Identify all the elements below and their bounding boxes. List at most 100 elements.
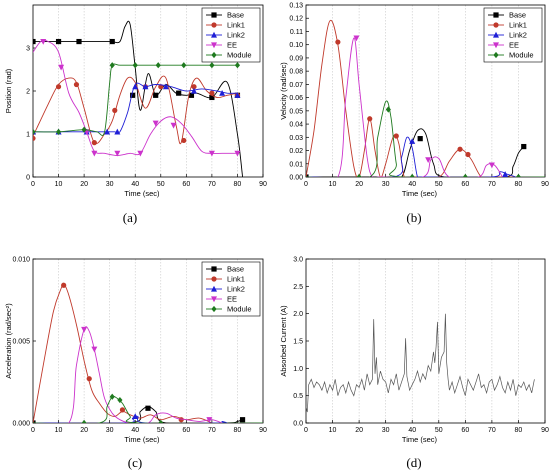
x-tick-label: 0 <box>31 427 35 434</box>
point-module <box>109 62 115 69</box>
chart-panel-d: 0 10 20 30 40 50 60 70 80 90 0.0 0.5 1.0 1.5 2.0 2.5 3.0… <box>279 257 549 471</box>
point-link1 <box>33 135 36 141</box>
plot-area <box>33 282 263 423</box>
x-tick-label: 90 <box>541 427 549 434</box>
series-line-base <box>306 128 525 177</box>
series-line-link2 <box>306 136 516 177</box>
x-tick-label: 80 <box>515 181 523 188</box>
point-module <box>515 173 522 177</box>
point-module <box>181 62 187 69</box>
legend-marker-module <box>211 305 217 313</box>
point-module <box>109 393 115 400</box>
x-tick-label: 20 <box>80 427 88 434</box>
y-tick-label: 0.03 <box>289 135 303 142</box>
x-tick-label: 10 <box>55 427 63 434</box>
legend-marker-link1 <box>211 276 217 282</box>
x-axis-label: Time (sec) <box>402 435 438 444</box>
series-line-ee <box>306 37 503 177</box>
point-ee <box>425 157 432 163</box>
point-ee <box>40 38 47 45</box>
y-tick-label: 0.13 <box>289 3 303 10</box>
point-ee <box>137 150 144 157</box>
point-base <box>153 92 159 98</box>
y-tick-label: 3.0 <box>293 257 303 264</box>
point-module <box>462 173 468 177</box>
panel-caption: (d) <box>406 455 421 470</box>
point-link2 <box>191 87 197 94</box>
legend-label-base: Base <box>227 11 244 20</box>
y-tick-label: 0.00 <box>289 175 303 182</box>
point-base <box>55 38 62 45</box>
y-tick-label: 0.06 <box>289 95 303 102</box>
point-link1 <box>465 151 471 158</box>
x-axis-label: Time (sec) <box>402 189 438 198</box>
legend-label-ee: EE <box>509 41 519 50</box>
legend-marker-link2 <box>211 31 217 38</box>
y-tick-label: 0.01 <box>289 161 303 168</box>
x-tick-label: 90 <box>259 427 267 434</box>
series-line-module <box>33 395 263 423</box>
y-axis-label: Acceleration (rad/sec²) <box>4 303 13 379</box>
point-ee <box>488 162 495 169</box>
x-tick-label: 60 <box>182 181 190 188</box>
legend-marker-link2 <box>211 285 217 292</box>
point-link2 <box>114 128 121 135</box>
plot-area <box>306 313 535 413</box>
point-link2 <box>162 83 169 90</box>
point-module <box>158 419 164 423</box>
y-tick-label: 0.000 <box>12 421 30 428</box>
x-tick-label: 60 <box>461 181 469 188</box>
y-axis-label: Velocity (rad/sec) <box>279 62 288 120</box>
x-tick-label: 60 <box>182 427 190 434</box>
y-tick-label: 0.5 <box>293 393 303 400</box>
x-tick-label: 20 <box>355 181 363 188</box>
point-link1 <box>91 140 97 146</box>
point-module <box>117 396 123 404</box>
x-tick-label: 30 <box>382 181 390 188</box>
point-link2 <box>409 138 416 144</box>
x-tick-label: 30 <box>106 181 114 188</box>
y-tick-label: 2 <box>26 89 30 96</box>
plot-area <box>306 19 545 177</box>
point-link1 <box>112 107 118 113</box>
legend-marker-module <box>211 51 217 59</box>
x-tick-label: 80 <box>515 427 523 434</box>
y-tick-label: 0.005 <box>12 339 30 346</box>
legend-marker-base <box>211 12 217 18</box>
series-line-link1 <box>33 282 213 423</box>
point-base <box>521 143 527 150</box>
series-line-module <box>306 100 545 177</box>
point-base <box>209 94 215 101</box>
point-module <box>55 128 62 135</box>
x-tick-label: 80 <box>234 427 242 434</box>
x-tick-label: 40 <box>408 427 416 434</box>
point-link1 <box>335 39 341 45</box>
series-line-link2 <box>33 415 228 423</box>
point-module <box>81 126 87 133</box>
y-tick-label: 0.08 <box>289 69 303 76</box>
point-ee <box>353 35 360 42</box>
point-module <box>33 128 36 135</box>
point-ee <box>81 326 88 333</box>
series-line-ee <box>33 39 238 156</box>
point-link2 <box>502 171 509 177</box>
x-tick-label: 60 <box>461 427 469 434</box>
legend-marker-link2 <box>493 31 499 38</box>
x-tick-label: 40 <box>131 427 139 434</box>
x-tick-label: 20 <box>80 181 88 188</box>
point-ee <box>170 122 177 129</box>
x-axis-label: Time (sec) <box>124 189 160 198</box>
legend-label-module: Module <box>509 51 534 60</box>
point-base <box>176 90 182 96</box>
legend-label-ee: EE <box>227 295 237 304</box>
point-ee <box>91 346 98 353</box>
legend-label-link2: Link2 <box>227 31 245 40</box>
point-module <box>234 62 241 69</box>
y-tick-label: 0.010 <box>12 257 30 264</box>
x-tick-label: 30 <box>382 427 390 434</box>
y-tick-label: 0.11 <box>290 29 303 36</box>
point-link2 <box>234 92 241 98</box>
